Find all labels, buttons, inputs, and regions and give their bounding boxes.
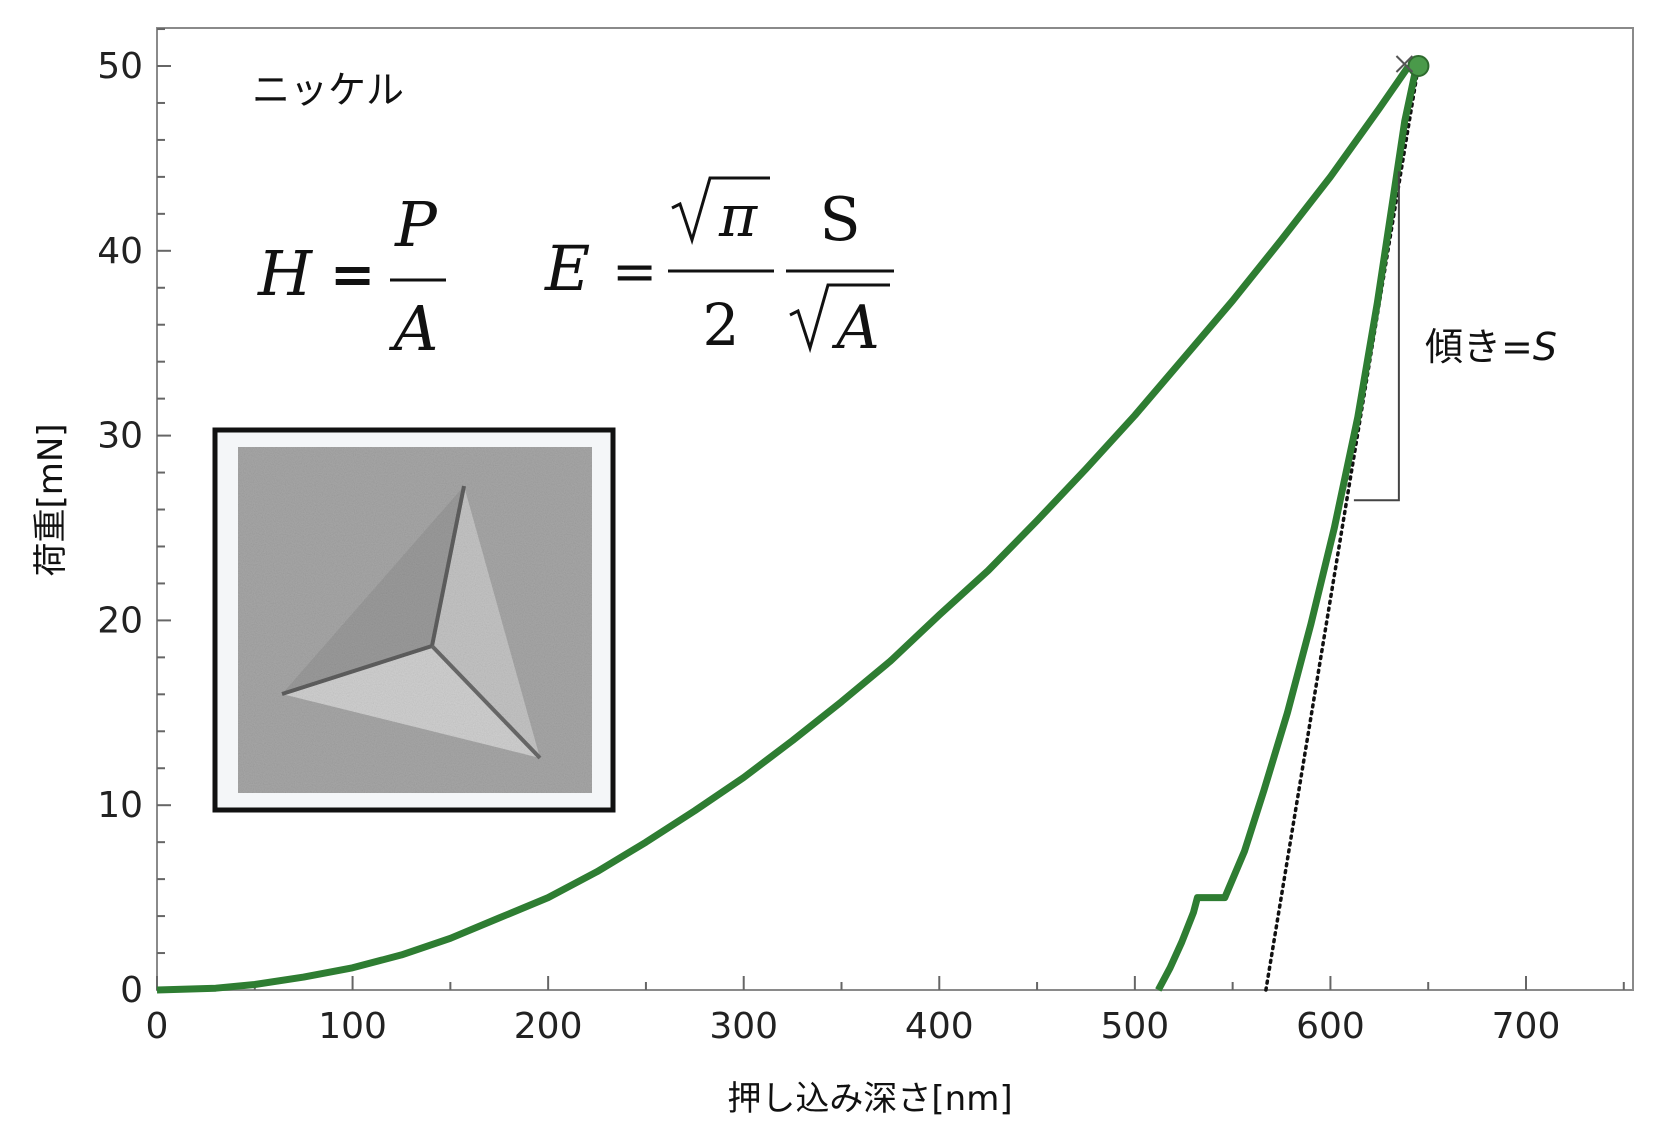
formula-e-sqrt-sign-1 xyxy=(671,176,770,246)
y-tick-label: 10 xyxy=(97,785,143,826)
indent-ridge-1 xyxy=(430,485,466,647)
x-tick-label: 200 xyxy=(514,1006,583,1047)
y-tick-label: 30 xyxy=(97,416,143,457)
formula-e-numerator-2: S xyxy=(819,185,860,255)
loading-curve xyxy=(156,64,1412,994)
unloading-curve xyxy=(1155,65,1420,992)
y-tick-label: 40 xyxy=(97,231,143,272)
slope-bracket xyxy=(1353,171,1400,502)
y-tick-label: 50 xyxy=(97,46,143,87)
peak-load-marker xyxy=(1407,55,1430,77)
formula-h-denominator: A xyxy=(389,292,439,365)
hardness-formula: H = P A xyxy=(257,188,446,365)
formula-e-denominator-1: 2 xyxy=(703,291,740,359)
material-label: ニッケル xyxy=(252,68,404,112)
formula-e-sqrt-sign-2 xyxy=(789,283,890,354)
formula-e-equals: = xyxy=(612,240,657,303)
formula-h-lhs: H xyxy=(257,237,314,310)
slope-label-symbol: S xyxy=(1533,325,1557,369)
y-tick-label: 0 xyxy=(120,970,143,1011)
x-axis-title: 押し込み深さ[nm] xyxy=(727,1079,1012,1119)
x-tick-label: 700 xyxy=(1492,1006,1561,1047)
formula-e-denominator-2: A xyxy=(831,293,879,363)
formula-e-numerator-1: π xyxy=(718,182,758,250)
inset-indent-image xyxy=(212,427,616,813)
x-tick-label: 300 xyxy=(709,1006,778,1047)
y-axis-ticks: 0 10 20 30 40 50 xyxy=(97,28,171,1011)
indent-ridge-2 xyxy=(281,644,433,696)
indent-facet-upper xyxy=(282,486,464,694)
y-tick-label: 20 xyxy=(97,600,143,641)
y-axis-title: 荷重[mN] xyxy=(31,423,71,576)
x-tick-label: 100 xyxy=(318,1006,387,1047)
modulus-formula: E = π 2 S A xyxy=(544,176,894,363)
indent-facet-right xyxy=(432,486,540,758)
formula-e-lhs: E xyxy=(544,232,590,305)
x-tick-label: 600 xyxy=(1296,1006,1365,1047)
x-axis-ticks: 0 100 200 300 400 500 600 700 xyxy=(146,976,1625,1047)
formula-h-numerator: P xyxy=(394,188,438,261)
peak-cross-mark xyxy=(1395,55,1414,73)
slope-label: 傾き=S xyxy=(1425,325,1557,369)
indent-ridge-3 xyxy=(430,644,542,760)
x-tick-label: 500 xyxy=(1100,1006,1169,1047)
x-tick-label: 0 xyxy=(146,1006,169,1047)
formula-h-equals: = xyxy=(330,242,375,306)
x-tick-label: 400 xyxy=(905,1006,974,1047)
slope-label-text: 傾き= xyxy=(1425,325,1533,369)
